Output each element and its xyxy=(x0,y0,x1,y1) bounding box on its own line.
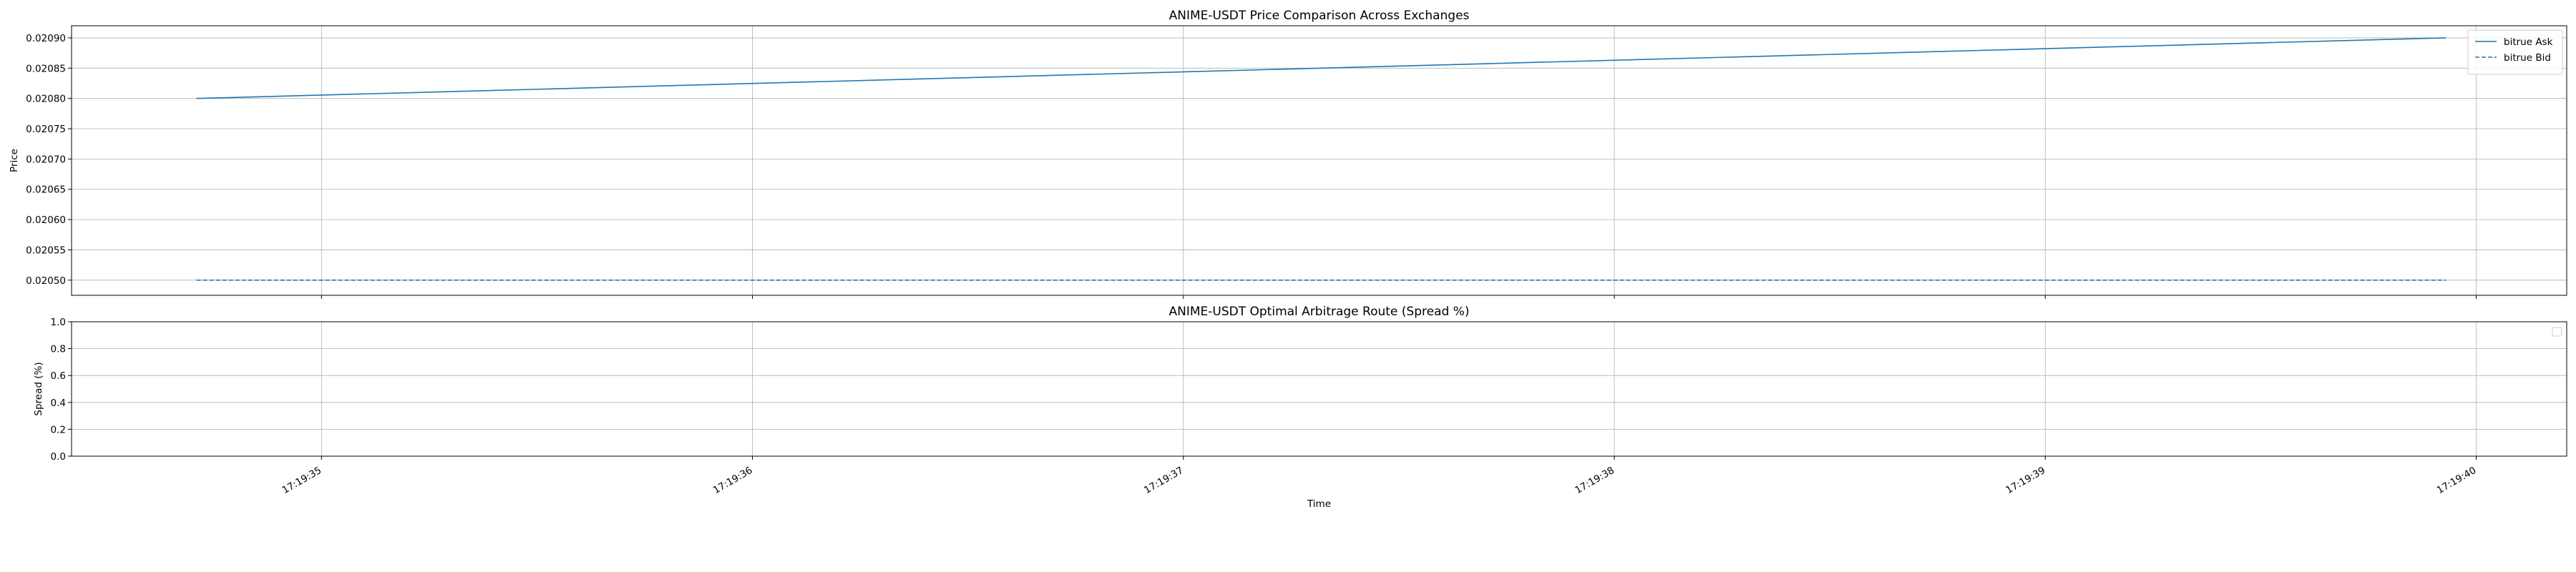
y-tick-label: 0.02075 xyxy=(26,124,66,135)
y-tick-label: 0.02060 xyxy=(26,214,66,226)
y-tick-label: 0.6 xyxy=(51,370,66,382)
y-tick-label: 1.0 xyxy=(51,317,66,328)
spread-panel-y-ticks: 0.0 0.2 0.4 0.6 0.8 1.0 xyxy=(51,317,72,463)
spread-panel-x-axis-label: Time xyxy=(1307,498,1331,510)
price-panel-y-axis-label: Price xyxy=(9,149,20,172)
y-tick-label: 0.0 xyxy=(51,451,66,463)
y-tick-label: 0.8 xyxy=(51,344,66,355)
price-panel-legend: bitrue Ask bitrue Bid xyxy=(2467,29,2563,75)
y-tick-label: 0.4 xyxy=(51,398,66,409)
price-panel-title: ANIME-USDT Price Comparison Across Excha… xyxy=(1169,9,1470,23)
y-tick-label: 0.02070 xyxy=(26,154,66,165)
legend-entry-label: bitrue Ask xyxy=(2504,36,2553,48)
price-panel-x-ticks xyxy=(321,295,2477,299)
series-line-bitrue-ask xyxy=(196,37,2446,99)
y-tick-label: 0.02065 xyxy=(26,184,66,196)
y-tick-label: 0.02085 xyxy=(26,63,66,74)
spread-panel-legend xyxy=(2552,327,2562,337)
spread-panel-frame xyxy=(71,321,2567,457)
price-panel-y-ticks: 0.02050 0.02055 0.02060 0.02065 0.02070 0.020… xyxy=(26,33,72,287)
legend-box xyxy=(2552,327,2562,337)
spread-panel-title: ANIME-USDT Optimal Arbitrage Route (Spre… xyxy=(1169,305,1470,319)
y-tick-label: 0.02090 xyxy=(26,33,66,44)
price-comparison-panel: 0.02050 0.02055 0.02060 0.02065 0.02070 0.020… xyxy=(9,9,2567,299)
price-panel-frame xyxy=(71,25,2567,296)
legend-entry-label: bitrue Bid xyxy=(2504,52,2551,64)
price-panel-series xyxy=(196,37,2446,281)
y-tick-label: 0.2 xyxy=(51,424,66,435)
y-tick-label: 0.02080 xyxy=(26,94,66,105)
spread-panel-y-axis-label: Spread (%) xyxy=(33,362,44,415)
y-tick-label: 0.02050 xyxy=(26,275,66,287)
y-tick-label: 0.02055 xyxy=(26,245,66,256)
